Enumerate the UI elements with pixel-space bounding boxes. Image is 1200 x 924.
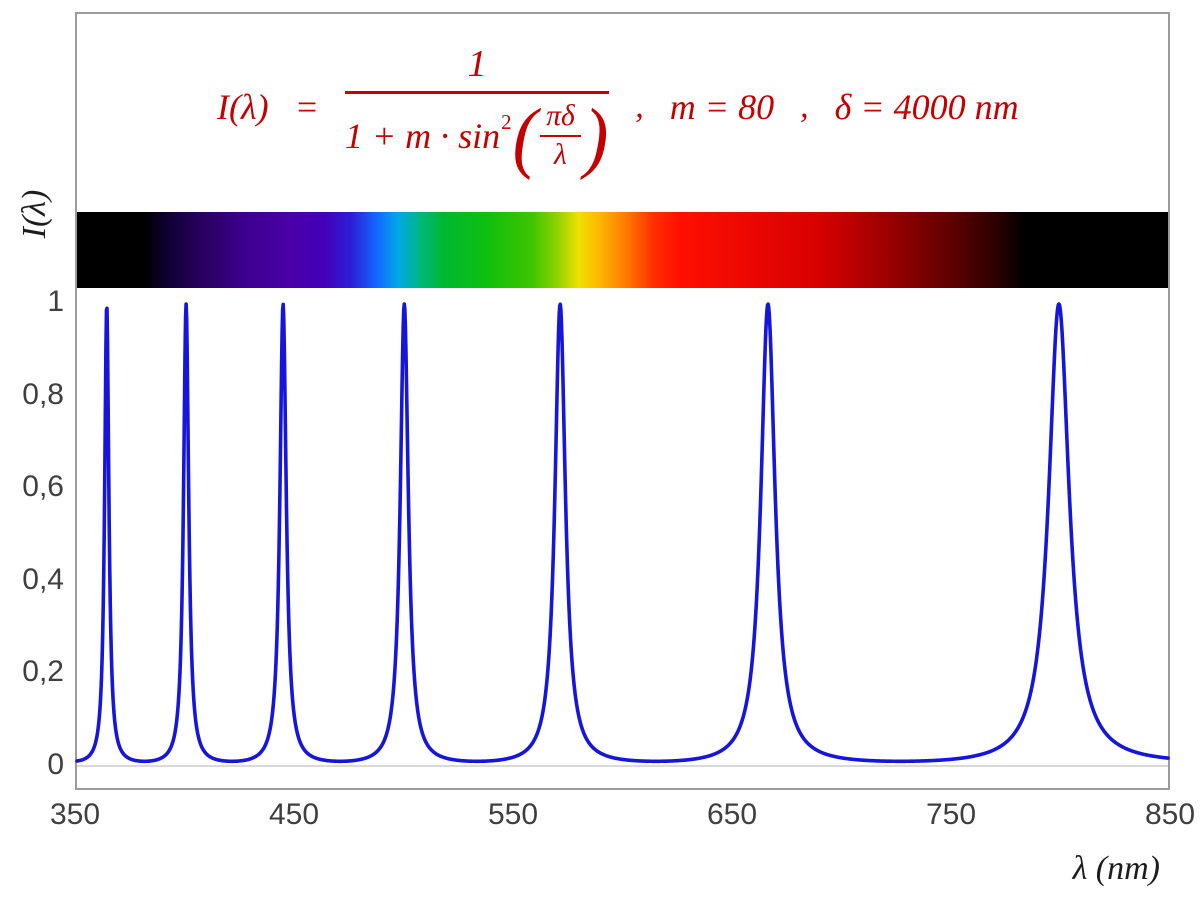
x-axis-title: λ (nm) bbox=[1072, 850, 1160, 887]
y-tick-04: 0,4 bbox=[22, 563, 64, 596]
intensity-curve bbox=[75, 302, 1170, 767]
fraction-denominator: 1 + m · sin 2 ( πδ λ ) bbox=[344, 91, 609, 181]
intensity-curve-path bbox=[75, 302, 1170, 764]
x-tick-350: 350 bbox=[49, 798, 101, 831]
formula-comma-1: , bbox=[635, 88, 644, 125]
close-paren: ) bbox=[583, 91, 609, 181]
y-tick-08: 0,8 bbox=[22, 378, 64, 411]
y-tick-02: 0,2 bbox=[22, 655, 64, 688]
y-axis-title: I(λ) bbox=[16, 189, 53, 239]
x-tick-650: 650 bbox=[706, 798, 758, 831]
plot-frame: I(λ) = 1 1 + m · sin 2 ( πδ λ ) , m = 80 … bbox=[75, 12, 1170, 790]
denominator-prefix: 1 + m · sin bbox=[344, 116, 501, 156]
formula-title: I(λ) = 1 1 + m · sin 2 ( πδ λ ) , m = 80 … bbox=[217, 42, 1019, 181]
x-tick-550: 550 bbox=[487, 798, 539, 831]
x-tick-750: 750 bbox=[925, 798, 977, 831]
inner-numerator: πδ bbox=[540, 100, 581, 137]
spectrum-bar bbox=[77, 212, 1168, 288]
inner-fraction: πδ λ bbox=[540, 100, 581, 172]
formula-comma-2: , bbox=[800, 88, 809, 125]
fraction-bar bbox=[344, 91, 610, 94]
open-paren: ( bbox=[512, 91, 538, 181]
y-tick-06: 0,6 bbox=[22, 470, 64, 503]
inner-denominator: λ bbox=[554, 139, 567, 171]
sin-exponent: 2 bbox=[501, 109, 512, 134]
y-tick-1: 1 bbox=[47, 285, 64, 318]
fraction-numerator: 1 bbox=[467, 43, 487, 85]
x-tick-850: 850 bbox=[1144, 798, 1196, 831]
formula-fraction: 1 1 + m · sin 2 ( πδ λ ) bbox=[344, 42, 610, 181]
param-m: m = 80 bbox=[669, 87, 775, 127]
formula-equals: = bbox=[294, 87, 319, 127]
x-tick-450: 450 bbox=[268, 798, 320, 831]
y-tick-0: 0 bbox=[47, 748, 64, 781]
formula-lhs: I(λ) bbox=[217, 87, 269, 127]
param-delta: δ = 4000 nm bbox=[834, 87, 1019, 127]
